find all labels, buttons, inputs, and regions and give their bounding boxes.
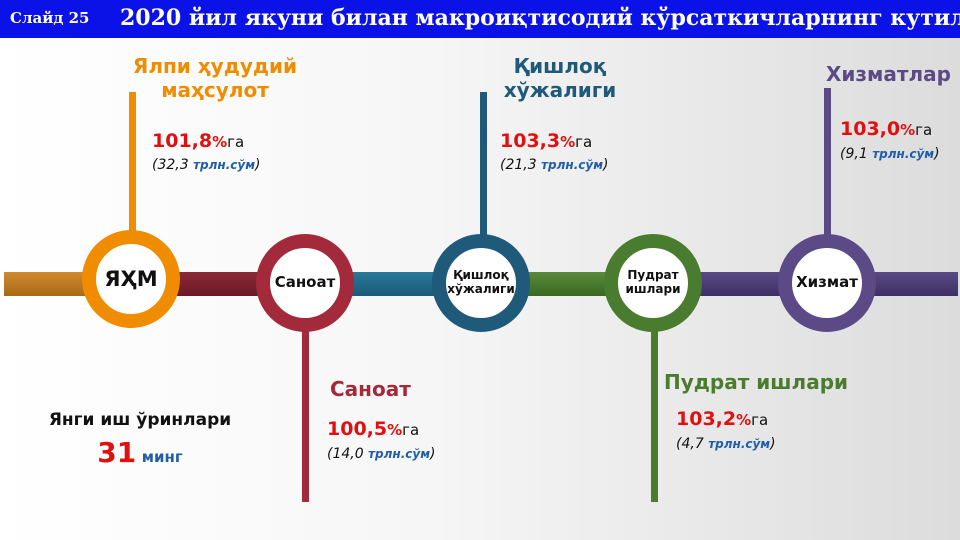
industry-percent-sign: % <box>387 421 403 439</box>
industry-amount-unit: трлн.сўм <box>368 447 431 461</box>
construction-percent-suffix: га <box>751 411 769 429</box>
node-agriculture-circle-line2: хўжалиги <box>447 282 515 296</box>
construction-percent: 103,2%га <box>676 408 768 430</box>
node-construction-circle-line1: Пудрат <box>627 268 679 283</box>
construction-title-line1: Пудрат ишлари <box>664 370 849 394</box>
stem-industry <box>302 320 309 502</box>
gdp-title-line1: Ялпи ҳудудий <box>132 54 298 78</box>
slide-title: 2020 йил якуни билан макроиқтисодий кўрс… <box>120 5 960 31</box>
node-construction-circle-line2: ишлари <box>625 282 681 296</box>
gdp-amount: (32,3 трлн.сўм) <box>152 157 261 173</box>
industry-percent: 100,5%га <box>327 418 419 440</box>
gdp-percent-sign: % <box>212 133 228 151</box>
industry-amount-value: 14,0 <box>332 446 364 462</box>
agriculture-percent-suffix: га <box>575 133 593 151</box>
node-gdp-circle: ЯҲМ <box>82 230 180 328</box>
agriculture-amount: (21,3 трлн.сўм) <box>500 157 609 173</box>
slide-number: Слайд 25 <box>10 9 90 27</box>
industry-amount: (14,0 трлн.сўм) <box>327 446 436 462</box>
agriculture-title-line2: хўжалиги <box>503 78 617 102</box>
services-amount-unit: трлн.сўм <box>872 147 935 161</box>
gdp-amount-unit: трлн.сўм <box>193 158 256 172</box>
construction-percent-sign: % <box>736 411 752 429</box>
agriculture-percent: 103,3%га <box>500 130 592 152</box>
node-industry-circle-label: Саноат <box>274 273 336 292</box>
construction-amount-value: 4,7 <box>681 436 704 452</box>
node-services-circle-label: Хизмат <box>796 273 858 292</box>
services-amount: (9,1 трлн.сўм) <box>840 146 940 162</box>
industry-title: Саноат <box>330 377 411 401</box>
industry-percent-value: 100,5 <box>327 418 388 440</box>
stem-services <box>824 88 831 242</box>
agriculture-amount-value: 21,3 <box>505 157 537 173</box>
construction-percent-value: 103,2 <box>676 408 737 430</box>
jobs-value-block: 31 минг <box>40 436 240 469</box>
agriculture-amount-unit: трлн.сўм <box>541 158 604 172</box>
industry-percent-suffix: га <box>402 421 420 439</box>
gdp-amount-value: 32,3 <box>157 157 189 173</box>
node-agriculture-circle-line1: Қишлоқ <box>453 268 509 283</box>
services-title: Хизматлар <box>826 62 956 86</box>
jobs-value: 31 <box>97 436 137 469</box>
services-title-line1: Хизматлар <box>826 62 951 86</box>
gdp-percent-value: 101,8 <box>152 130 213 152</box>
agriculture-title-line1: Қишлоқ <box>513 54 607 78</box>
services-amount-value: 9,1 <box>845 146 868 162</box>
construction-amount-unit: трлн.сўм <box>708 437 771 451</box>
gdp-percent-suffix: га <box>227 133 245 151</box>
agriculture-percent-value: 103,3 <box>500 130 561 152</box>
stem-construction <box>651 320 658 502</box>
services-percent-sign: % <box>900 121 916 139</box>
node-construction-circle: Пудрат ишлари <box>604 234 702 332</box>
jobs-label: Янги иш ўринлари <box>48 410 232 430</box>
gdp-title: Ялпи ҳудудий маҳсулот <box>120 54 310 102</box>
agriculture-title: Қишлоқ хўжалиги <box>470 54 650 102</box>
services-percent-suffix: га <box>915 121 933 139</box>
services-percent-value: 103,0 <box>840 118 901 140</box>
node-industry-circle: Саноат <box>256 234 354 332</box>
header-bar: Слайд 25 2020 йил якуни билан макроиқтис… <box>0 0 960 38</box>
stem-agriculture <box>480 92 487 242</box>
node-services-circle: Хизмат <box>778 234 876 332</box>
node-agriculture-circle: Қишлоқ хўжалиги <box>432 234 530 332</box>
node-gdp-circle-label: ЯҲМ <box>104 266 158 291</box>
construction-amount: (4,7 трлн.сўм) <box>676 436 776 452</box>
gdp-percent: 101,8%га <box>152 130 244 152</box>
agriculture-percent-sign: % <box>560 133 576 151</box>
gdp-title-line2: маҳсулот <box>161 78 269 102</box>
construction-title: Пудрат ишлари <box>664 370 848 394</box>
jobs-unit: минг <box>141 448 183 466</box>
services-percent: 103,0%га <box>840 118 932 140</box>
industry-title-line1: Саноат <box>330 377 411 401</box>
stem-gdp <box>129 92 136 242</box>
